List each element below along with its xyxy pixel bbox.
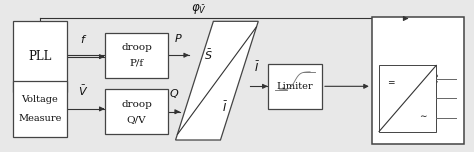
Text: droop: droop <box>121 43 152 52</box>
Bar <box>268 64 322 109</box>
Text: $Q$: $Q$ <box>169 87 180 100</box>
Bar <box>105 89 168 134</box>
Text: Limiter: Limiter <box>277 82 313 91</box>
Bar <box>12 21 67 92</box>
Text: DC/AC: DC/AC <box>396 74 439 87</box>
Text: $P$: $P$ <box>174 32 183 44</box>
Bar <box>372 17 464 144</box>
Text: PLL: PLL <box>28 50 51 63</box>
Text: $\bar{V}$: $\bar{V}$ <box>78 83 89 98</box>
Text: Measure: Measure <box>18 114 61 123</box>
Text: $\bar{S}$: $\bar{S}$ <box>204 47 212 62</box>
Bar <box>105 33 168 78</box>
Bar <box>12 81 67 137</box>
Text: Voltage: Voltage <box>21 95 58 104</box>
Text: $f$: $f$ <box>80 33 87 45</box>
Text: $\bar{I}$: $\bar{I}$ <box>222 100 228 114</box>
Text: $\bar{I}$: $\bar{I}$ <box>255 59 261 74</box>
Text: P/f: P/f <box>129 58 144 67</box>
Polygon shape <box>175 21 258 140</box>
Text: Q/V: Q/V <box>127 115 146 124</box>
Bar <box>379 65 436 131</box>
Text: $\varphi_{\bar{V}}$: $\varphi_{\bar{V}}$ <box>191 2 207 16</box>
Text: $\sim$: $\sim$ <box>419 111 429 119</box>
Text: droop: droop <box>121 100 152 109</box>
Text: $=$: $=$ <box>386 77 397 86</box>
